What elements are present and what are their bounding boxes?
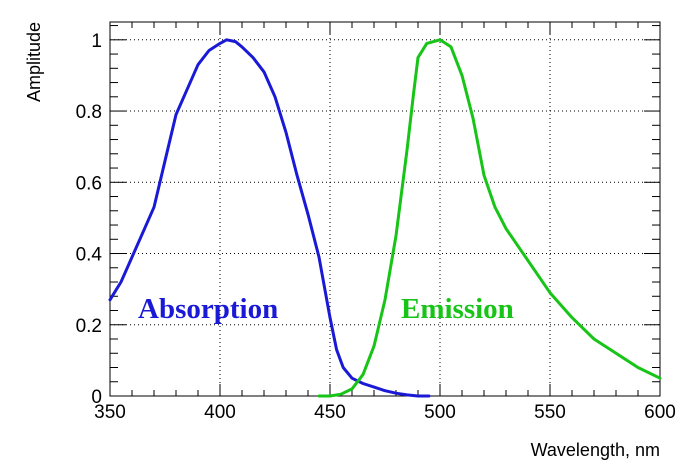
y-tick-label: 1	[91, 31, 102, 52]
y-tick-label: 0	[91, 387, 102, 408]
y-tick-label: 0.8	[76, 102, 102, 123]
x-tick-label: 600	[644, 402, 676, 423]
emission-annotation: Emission	[401, 293, 514, 325]
x-tick-label: 450	[314, 402, 346, 423]
x-tick-label: 400	[204, 402, 236, 423]
absorption-series-line	[108, 38, 431, 398]
y-axis-title: Amplitude	[24, 22, 44, 102]
y-tick-label: 0.6	[76, 173, 102, 194]
x-axis-title: Wavelength, nm	[531, 440, 660, 460]
x-tick-label: 550	[534, 402, 566, 423]
y-tick-label: 0.4	[76, 245, 103, 266]
tick-labels: 350 400 450 500 550 600 0 0.2 0.4 0.6 0.8 1	[76, 31, 676, 423]
y-tick-label: 0.2	[76, 316, 102, 337]
plot-frame	[109, 21, 661, 397]
series-lines	[108, 38, 662, 398]
x-tick-label: 350	[94, 402, 126, 423]
axis-ticks	[109, 22, 661, 397]
x-tick-label: 500	[424, 402, 456, 423]
emission-series-line	[317, 38, 662, 398]
absorption-annotation: Absorption	[138, 293, 278, 325]
